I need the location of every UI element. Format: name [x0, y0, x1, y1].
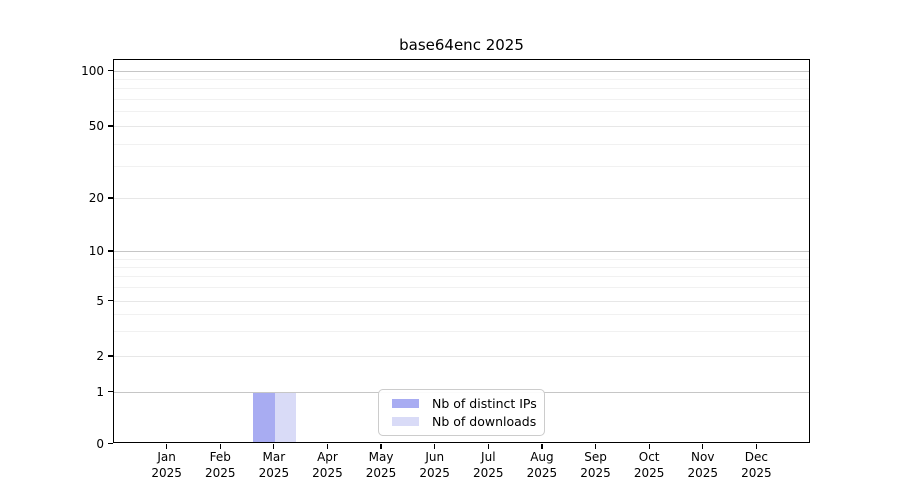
x-tick-label: May 2025 [365, 450, 397, 480]
chart-title: base64enc 2025 [399, 36, 524, 54]
x-tick-label: Jan 2025 [151, 450, 182, 480]
y-tick-label: 2 [96, 349, 104, 363]
y-tick-label: 10 [88, 244, 104, 258]
x-tick-label: Jul 2025 [473, 450, 504, 480]
minor-gridline [114, 166, 809, 168]
bar-nb-of-distinct-ips [253, 392, 275, 442]
minor-gridline [114, 111, 809, 113]
x-tick-mark [487, 443, 489, 449]
minor-gridline [114, 99, 809, 101]
x-tick-label: Aug 2025 [526, 450, 558, 480]
x-tick-label: Feb 2025 [204, 450, 236, 480]
x-tick-label: Sep 2025 [580, 450, 611, 480]
legend-item-distinct-ips: Nb of distinct IPs [387, 395, 537, 411]
major-gridline [114, 126, 809, 127]
x-tick-label: Apr 2025 [312, 450, 343, 480]
minor-gridline [114, 258, 809, 260]
x-tick-mark [594, 443, 597, 449]
minor-gridline [114, 78, 809, 80]
minor-gridline [114, 276, 809, 278]
y-tick-mark [108, 197, 113, 199]
plot-area [113, 59, 810, 443]
legend-label-downloads: Nb of downloads [432, 414, 537, 430]
x-tick-mark [166, 443, 168, 449]
x-tick-mark [326, 443, 329, 449]
minor-gridline [114, 266, 809, 268]
minor-gridline [114, 143, 809, 145]
legend-swatch-distinct-ips [392, 398, 419, 408]
y-tick-label: 0 [96, 436, 104, 451]
y-tick-mark [108, 250, 113, 252]
x-tick-label: Mar 2025 [258, 450, 290, 480]
y-tick-label: 1 [96, 384, 104, 399]
x-tick-mark [755, 443, 757, 449]
major-gridline [114, 300, 809, 302]
x-tick-mark [702, 443, 704, 449]
x-tick-mark [273, 443, 275, 449]
bar-nb-of-downloads [274, 392, 297, 442]
x-tick-mark [541, 443, 543, 449]
x-tick-label: Dec 2025 [741, 450, 772, 480]
y-tick-mark [108, 299, 113, 302]
y-tick-label: 20 [88, 191, 104, 205]
minor-gridline [114, 331, 809, 333]
minor-gridline [114, 88, 809, 90]
minor-gridline [114, 314, 809, 316]
y-tick-mark [108, 442, 113, 445]
x-tick-label: Nov 2025 [687, 450, 719, 480]
legend-item-downloads: Nb of downloads [387, 414, 536, 429]
x-tick-label: Oct 2025 [633, 450, 665, 480]
major-gridline [114, 251, 809, 252]
x-tick-mark [648, 443, 650, 449]
y-tick-label: 50 [88, 119, 104, 133]
y-tick-label: 100 [81, 63, 104, 78]
major-gridline [114, 70, 809, 72]
y-tick-mark [108, 390, 113, 393]
x-tick-mark [434, 443, 436, 449]
legend-swatch-downloads [392, 417, 419, 427]
minor-gridline [114, 287, 809, 289]
y-tick-label: 5 [96, 293, 104, 308]
major-gridline [114, 356, 809, 357]
legend: Nb of distinct IPs Nb of downloads [378, 389, 545, 436]
major-gridline [114, 198, 809, 199]
x-tick-mark [380, 443, 382, 449]
y-tick-mark [108, 125, 113, 127]
x-tick-label: Jun 2025 [419, 450, 450, 480]
y-tick-mark [108, 355, 113, 357]
y-tick-mark [108, 69, 113, 72]
legend-label-distinct-ips: Nb of distinct IPs [432, 395, 537, 411]
x-tick-mark [219, 443, 221, 449]
